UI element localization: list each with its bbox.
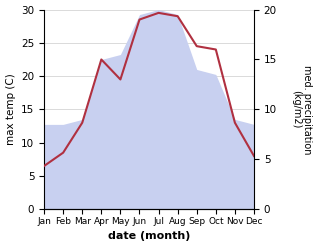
Y-axis label: max temp (C): max temp (C) — [5, 74, 16, 145]
X-axis label: date (month): date (month) — [108, 231, 190, 242]
Y-axis label: med. precipitation
(kg/m2): med. precipitation (kg/m2) — [291, 65, 313, 154]
